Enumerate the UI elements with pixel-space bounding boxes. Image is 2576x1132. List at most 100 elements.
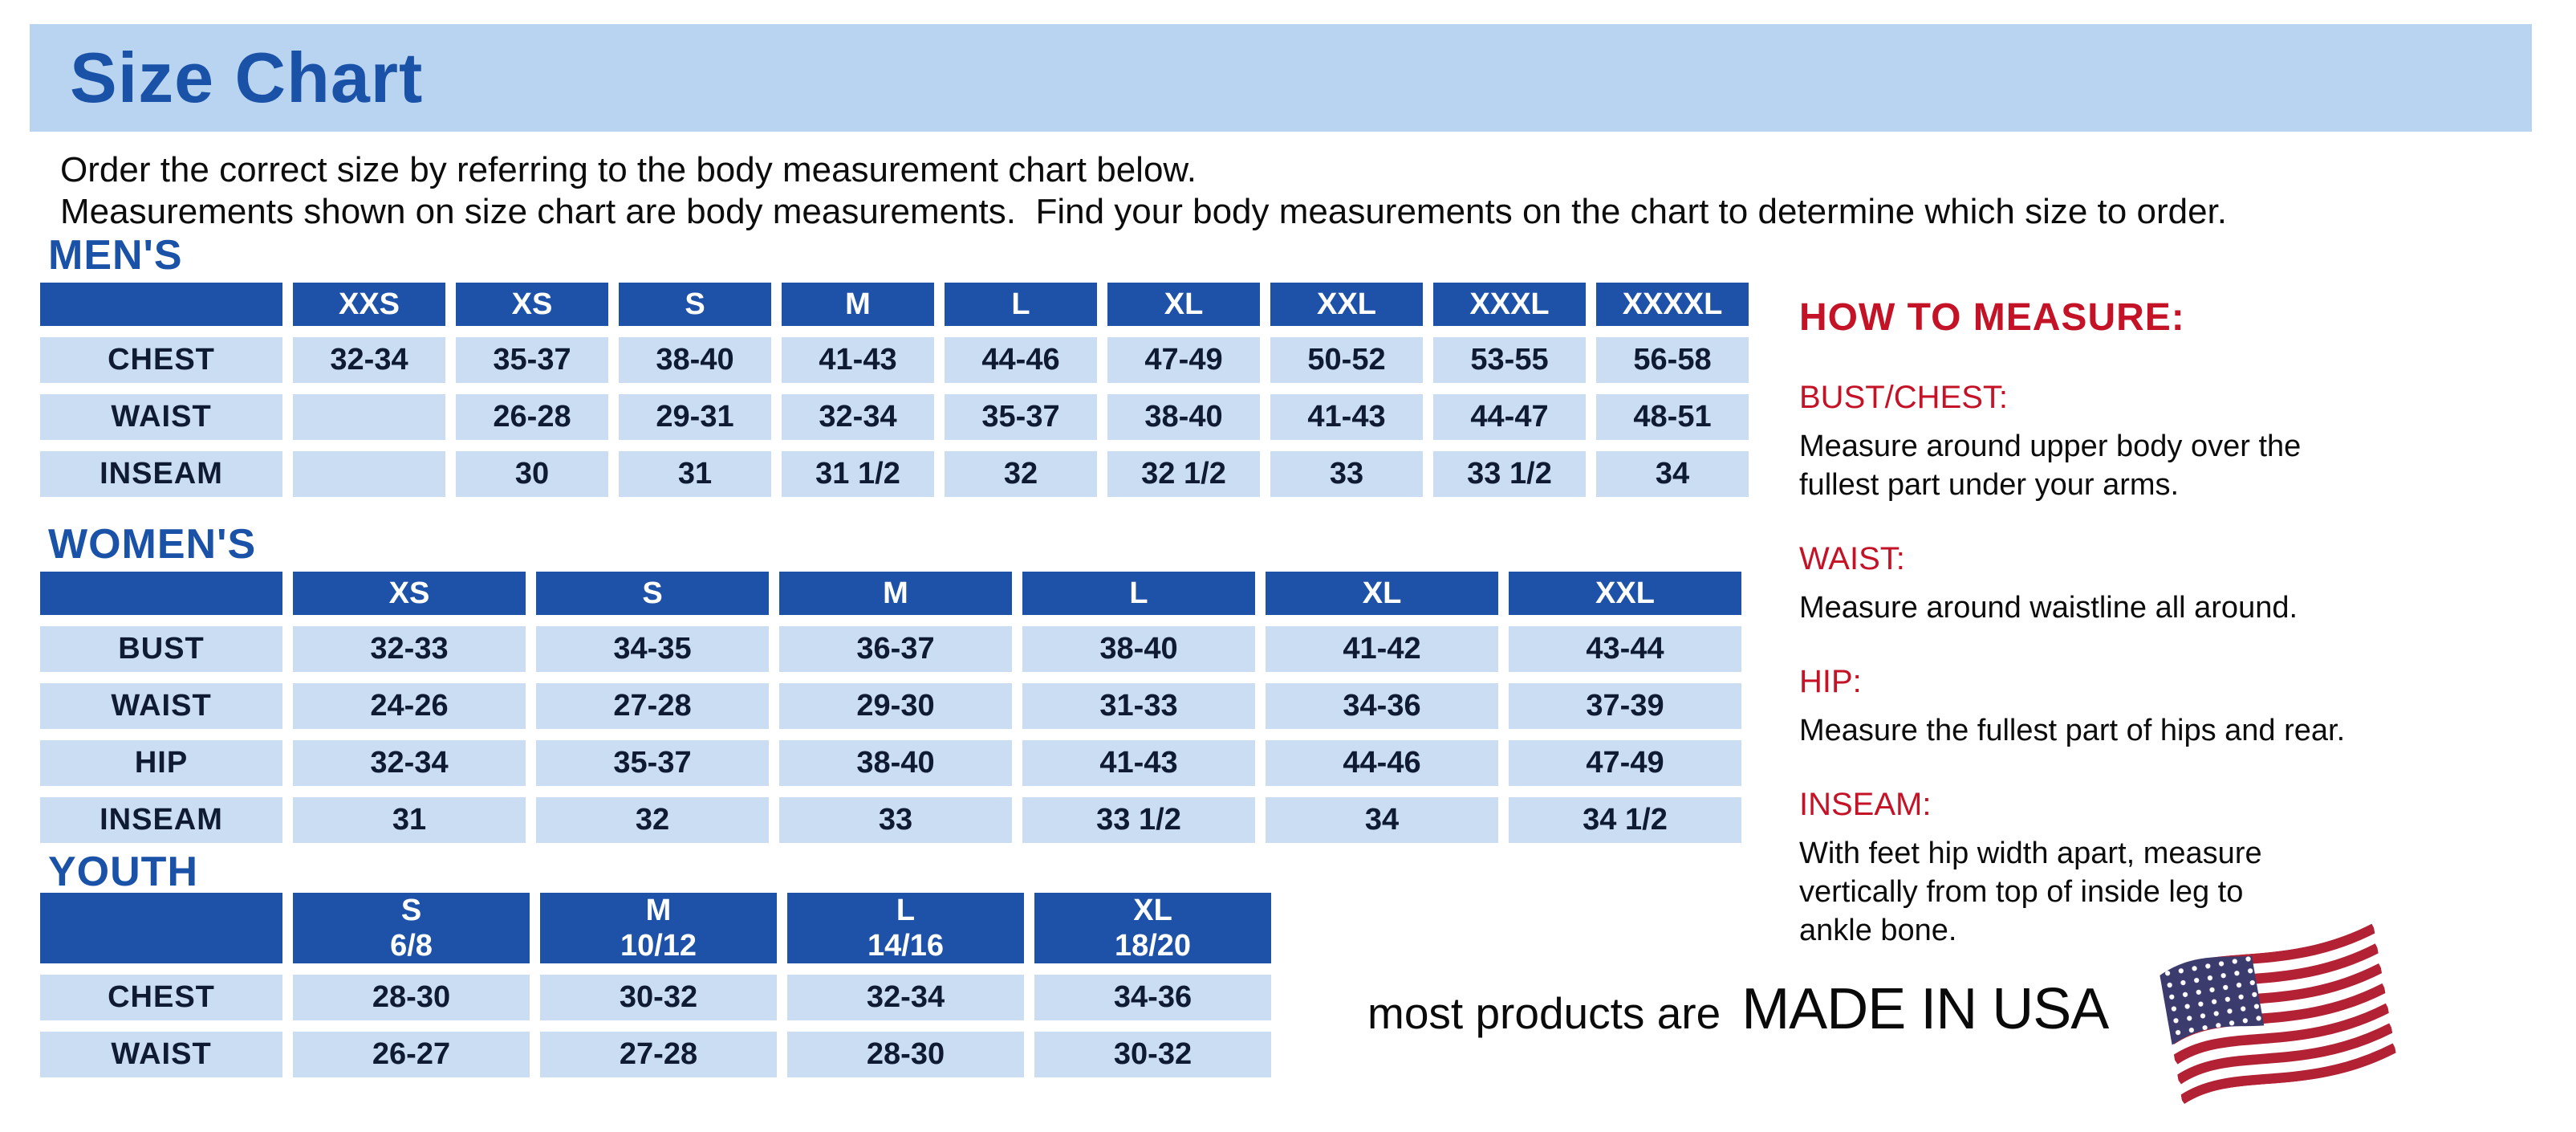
value-cell: 47-49 — [1107, 337, 1260, 383]
size-header-cell: XXXL — [1433, 283, 1586, 326]
row-label-cell: WAIST — [40, 394, 282, 440]
value-cell: 33 — [779, 797, 1012, 843]
value-cell: 33 1/2 — [1433, 451, 1586, 497]
value-cell: 34-36 — [1266, 683, 1498, 729]
how-to-measure-title: HOW TO MEASURE: — [1799, 296, 2185, 339]
size-header-cell: XXL — [1270, 283, 1423, 326]
value-cell: 26-27 — [293, 1032, 530, 1077]
row-label-cell: BUST — [40, 626, 282, 672]
measure-heading: HIP: — [1799, 664, 1862, 699]
value-cell: 28-30 — [293, 975, 530, 1020]
row-label-cell: INSEAM — [40, 451, 282, 497]
value-cell: 48-51 — [1596, 394, 1749, 440]
value-cell: 31 1/2 — [782, 451, 934, 497]
row-label-cell: HIP — [40, 740, 282, 786]
size-header-cell: XL — [1266, 572, 1498, 615]
value-cell: 41-42 — [1266, 626, 1498, 672]
how-to-measure-panel: HOW TO MEASURE: BUST/CHEST: Measure aroun… — [1799, 295, 2562, 987]
size-header-cell: L — [945, 283, 1097, 326]
value-cell: 31 — [619, 451, 771, 497]
value-cell: 28-30 — [787, 1032, 1024, 1077]
value-cell: 53-55 — [1433, 337, 1586, 383]
table-row: CHEST 28-30 30-32 32-34 34-36 — [40, 975, 1271, 1020]
value-cell: 44-46 — [945, 337, 1097, 383]
banner: Size Chart — [30, 24, 2532, 132]
corner-cell — [40, 283, 282, 326]
us-flag-icon — [2143, 904, 2410, 1116]
value-cell: 33 1/2 — [1022, 797, 1255, 843]
how-to-measure-items: BUST/CHEST: Measure around upper body ove… — [1799, 380, 2562, 950]
measure-item: INSEAM: With feet hip width apart, measur… — [1799, 787, 2562, 950]
value-cell: 41-43 — [1022, 740, 1255, 786]
value-cell: 50-52 — [1270, 337, 1423, 383]
value-cell: 30-32 — [540, 975, 777, 1020]
made-in-usa: most products are MADE IN USA — [1367, 976, 2109, 1042]
value-cell: 41-43 — [1270, 394, 1423, 440]
made-in-usa-text: MADE IN USA — [1741, 977, 2109, 1041]
value-cell: 32 — [536, 797, 769, 843]
value-cell: 30 — [456, 451, 608, 497]
value-cell: 26-28 — [456, 394, 608, 440]
page-title: Size Chart — [70, 38, 424, 117]
size-header-cell: XL — [1107, 283, 1260, 326]
size-header-cell: XXL — [1509, 572, 1741, 615]
size-header-cell: XXXXL — [1596, 283, 1749, 326]
size-header-cell: XS — [293, 572, 526, 615]
size-header-cell: L 14/16 — [787, 893, 1024, 963]
row-label-cell: INSEAM — [40, 797, 282, 843]
size-header-cell: S 6/8 — [293, 893, 530, 963]
size-header-cell: XXS — [293, 283, 445, 326]
value-cell: 27-28 — [540, 1032, 777, 1077]
size-header-cell: M — [782, 283, 934, 326]
table-row: INSEAM 31 32 33 33 1/2 34 34 1/2 — [40, 797, 1741, 843]
value-cell: 35-37 — [456, 337, 608, 383]
value-cell: 32-34 — [782, 394, 934, 440]
measure-text: With feet hip width apart, measure verti… — [1799, 837, 2262, 947]
size-header-row: XXS XS S M L XL XXL XXXL XXXXL — [40, 283, 1749, 326]
value-cell: 24-26 — [293, 683, 526, 729]
value-cell: 32 — [945, 451, 1097, 497]
row-label-cell: WAIST — [40, 1032, 282, 1077]
intro-text: Order the correct size by referring to t… — [60, 149, 2227, 233]
measure-item: BUST/CHEST: Measure around upper body ove… — [1799, 380, 2562, 504]
value-cell: 27-28 — [536, 683, 769, 729]
value-cell: 31 — [293, 797, 526, 843]
value-cell: 35-37 — [945, 394, 1097, 440]
size-header-row: XS S M L XL XXL — [40, 572, 1741, 615]
value-cell: 56-58 — [1596, 337, 1749, 383]
measure-heading: WAIST: — [1799, 541, 1905, 576]
value-cell: 32-34 — [293, 337, 445, 383]
section-title-youth: YOUTH — [48, 849, 198, 895]
value-cell: 34-36 — [1034, 975, 1271, 1020]
row-label-cell: CHEST — [40, 337, 282, 383]
size-header-cell: M 10/12 — [540, 893, 777, 963]
value-cell: 44-47 — [1433, 394, 1586, 440]
intro-line-2: Measurements shown on size chart are bod… — [60, 192, 2227, 231]
measure-text: Measure the fullest part of hips and rea… — [1799, 714, 2346, 747]
value-cell: 34 — [1266, 797, 1498, 843]
value-cell: 37-39 — [1509, 683, 1741, 729]
value-cell: 34 — [1596, 451, 1749, 497]
measure-item: WAIST: Measure around waistline all aroun… — [1799, 541, 2562, 627]
size-header-cell: S — [536, 572, 769, 615]
mens-size-table: XXS XS S M L XL XXL XXXL XXXXL CHEST 32-34 35-37 38-… — [30, 271, 1759, 508]
size-header-cell: XL 18/20 — [1034, 893, 1271, 963]
value-cell — [293, 451, 445, 497]
table-row: CHEST 32-34 35-37 38-40 41-43 44-46 47-49 50-52… — [40, 337, 1749, 383]
value-cell: 41-43 — [782, 337, 934, 383]
value-cell: 30-32 — [1034, 1032, 1271, 1077]
section-title-womens: WOMEN'S — [48, 521, 257, 568]
value-cell: 29-30 — [779, 683, 1012, 729]
measure-heading: INSEAM: — [1799, 787, 1932, 822]
value-cell: 32 1/2 — [1107, 451, 1260, 497]
value-cell: 35-37 — [536, 740, 769, 786]
value-cell: 38-40 — [1022, 626, 1255, 672]
value-cell: 33 — [1270, 451, 1423, 497]
measure-text: Measure around upper body over the fulle… — [1799, 430, 2302, 502]
size-header-cell: XS — [456, 283, 608, 326]
size-header-row: S 6/8 M 10/12 L 14/16 XL 18/20 — [40, 893, 1271, 963]
value-cell: 32-33 — [293, 626, 526, 672]
value-cell: 36-37 — [779, 626, 1012, 672]
value-cell: 43-44 — [1509, 626, 1741, 672]
